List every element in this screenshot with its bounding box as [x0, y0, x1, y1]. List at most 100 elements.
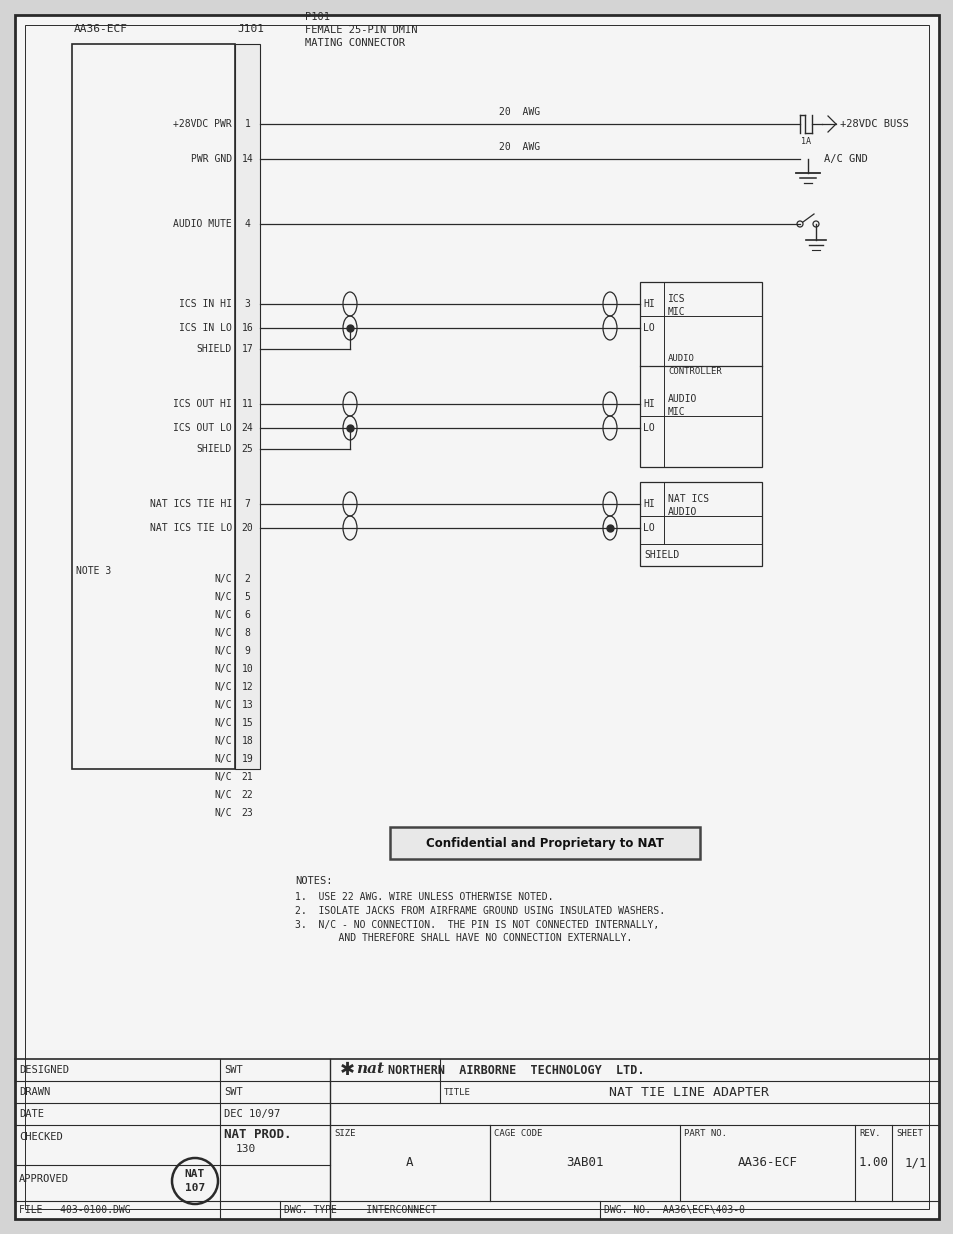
Text: SHIELD: SHIELD [196, 344, 232, 354]
Text: 4: 4 [244, 218, 251, 230]
Text: +28VDC PWR: +28VDC PWR [173, 118, 232, 130]
Text: 13: 13 [241, 700, 253, 710]
Text: 1.  USE 22 AWG. WIRE UNLESS OTHERWISE NOTED.: 1. USE 22 AWG. WIRE UNLESS OTHERWISE NOT… [294, 892, 553, 902]
Text: MIC: MIC [667, 307, 685, 317]
Text: N/C: N/C [214, 700, 232, 710]
Text: 17: 17 [241, 344, 253, 354]
Text: 3: 3 [244, 299, 251, 308]
Text: DATE: DATE [19, 1109, 44, 1119]
Text: 11: 11 [241, 399, 253, 408]
Text: DWG. TYPE     INTERCONNECT: DWG. TYPE INTERCONNECT [284, 1204, 436, 1215]
Text: NAT TIE LINE ADAPTER: NAT TIE LINE ADAPTER [609, 1086, 769, 1098]
Text: AUDIO MUTE: AUDIO MUTE [173, 218, 232, 230]
Text: 15: 15 [241, 718, 253, 728]
Bar [390, 827, 700, 859]
Text: 130: 130 [235, 1144, 256, 1154]
Text: APPROVED: APPROVED [19, 1174, 69, 1183]
Text: 20  AWG: 20 AWG [499, 142, 540, 152]
Text: TITLE: TITLE [443, 1088, 471, 1097]
Text: FEMALE 25-PIN DMIN: FEMALE 25-PIN DMIN [305, 25, 417, 35]
Text: N/C: N/C [214, 574, 232, 584]
Text: N/C: N/C [214, 754, 232, 764]
Bar [71, 44, 234, 769]
Bar [639, 482, 761, 566]
Text: A/C GND: A/C GND [823, 154, 867, 164]
Text: N/C: N/C [214, 790, 232, 800]
Text: Confidential and Proprietary to NAT: Confidential and Proprietary to NAT [426, 837, 663, 849]
Text: NAT ICS TIE HI: NAT ICS TIE HI [150, 499, 232, 508]
Text: 10: 10 [241, 664, 253, 674]
Text: PWR GND: PWR GND [191, 154, 232, 164]
Text: nat: nat [355, 1062, 384, 1076]
Text: NAT PROD.: NAT PROD. [224, 1128, 292, 1140]
Text: N/C: N/C [214, 610, 232, 619]
Text: LO: LO [642, 323, 654, 333]
Text: 23: 23 [241, 808, 253, 818]
Text: HI: HI [642, 499, 654, 508]
Text: HI: HI [642, 299, 654, 308]
Text: +28VDC BUSS: +28VDC BUSS [840, 118, 908, 130]
Text: 20: 20 [241, 523, 253, 533]
Text: N/C: N/C [214, 735, 232, 747]
Bar [639, 283, 761, 466]
Text: NAT ICS: NAT ICS [667, 494, 708, 503]
Text: ICS OUT HI: ICS OUT HI [173, 399, 232, 408]
Text: N/C: N/C [214, 664, 232, 674]
Text: FILE   403-0100.DWG: FILE 403-0100.DWG [19, 1204, 131, 1215]
Text: 107: 107 [185, 1183, 205, 1193]
Text: AND THEREFORE SHALL HAVE NO CONNECTION EXTERNALLY.: AND THEREFORE SHALL HAVE NO CONNECTION E… [314, 933, 632, 943]
Text: NAT: NAT [185, 1169, 205, 1178]
Text: ICS IN LO: ICS IN LO [179, 323, 232, 333]
Text: N/C: N/C [214, 772, 232, 782]
Text: J101: J101 [236, 23, 264, 35]
Text: 22: 22 [241, 790, 253, 800]
Text: DRAWN: DRAWN [19, 1087, 51, 1097]
Text: 25: 25 [241, 444, 253, 454]
Text: NOTE 3: NOTE 3 [76, 566, 112, 576]
Text: NAT ICS TIE LO: NAT ICS TIE LO [150, 523, 232, 533]
Text: AUDIO: AUDIO [667, 353, 694, 363]
Text: CHECKED: CHECKED [19, 1132, 63, 1141]
Text: 1.00: 1.00 [858, 1156, 887, 1170]
Text: 18: 18 [241, 735, 253, 747]
Text: SHEET: SHEET [895, 1129, 922, 1138]
Text: 5: 5 [244, 592, 251, 602]
Text: 1A: 1A [801, 137, 810, 146]
Text: N/C: N/C [214, 718, 232, 728]
Text: 3.  N/C - NO CONNECTION.  THE PIN IS NOT CONNECTED INTERNALLY,: 3. N/C - NO CONNECTION. THE PIN IS NOT C… [294, 921, 659, 930]
Text: 6: 6 [244, 610, 251, 619]
Text: ICS: ICS [667, 294, 685, 304]
Text: LO: LO [642, 523, 654, 533]
Text: 1/1: 1/1 [903, 1156, 925, 1170]
Text: SIZE: SIZE [334, 1129, 355, 1138]
Text: 14: 14 [241, 154, 253, 164]
Text: ICS OUT LO: ICS OUT LO [173, 423, 232, 433]
Text: DWG. NO.  AA36\ECF\403-0: DWG. NO. AA36\ECF\403-0 [603, 1204, 744, 1215]
Text: SHIELD: SHIELD [196, 444, 232, 454]
Text: 24: 24 [241, 423, 253, 433]
Text: 2: 2 [244, 574, 251, 584]
Text: 1: 1 [244, 118, 251, 130]
Text: N/C: N/C [214, 808, 232, 818]
Text: 19: 19 [241, 754, 253, 764]
Text: N/C: N/C [214, 682, 232, 692]
Text: AUDIO: AUDIO [667, 507, 697, 517]
Text: 9: 9 [244, 647, 251, 656]
Text: 7: 7 [244, 499, 251, 508]
Text: 20  AWG: 20 AWG [499, 107, 540, 117]
Text: N/C: N/C [214, 592, 232, 602]
Text: ICS IN HI: ICS IN HI [179, 299, 232, 308]
Text: SHIELD: SHIELD [643, 550, 679, 560]
Text: ✱: ✱ [339, 1061, 355, 1079]
Text: AA36-ECF: AA36-ECF [737, 1156, 797, 1170]
Text: P101: P101 [305, 12, 330, 22]
Bar [234, 44, 260, 769]
Text: 21: 21 [241, 772, 253, 782]
Text: 3AB01: 3AB01 [566, 1156, 603, 1170]
Text: DEC 10/97: DEC 10/97 [224, 1109, 280, 1119]
Text: A: A [406, 1156, 414, 1170]
Text: HI: HI [642, 399, 654, 408]
Text: 12: 12 [241, 682, 253, 692]
Text: 16: 16 [241, 323, 253, 333]
Text: 8: 8 [244, 628, 251, 638]
